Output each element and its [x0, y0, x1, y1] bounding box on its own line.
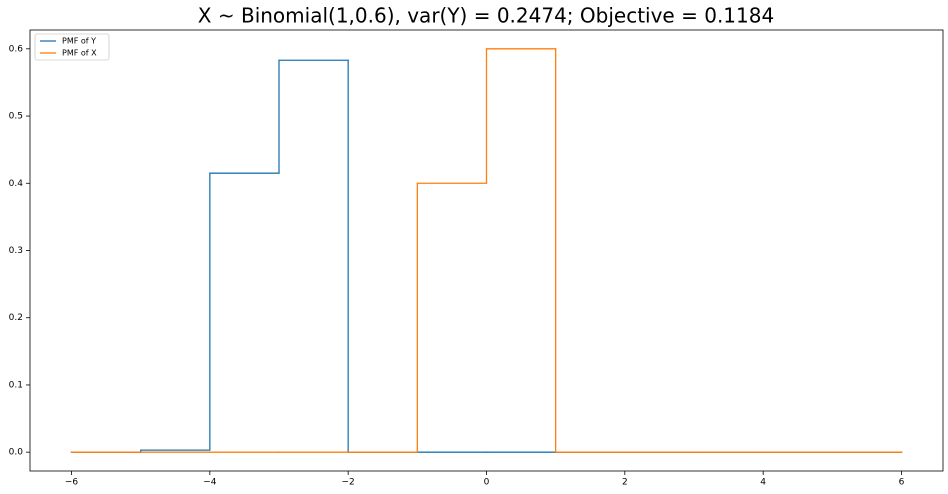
- x-tick-label: −2: [342, 478, 355, 488]
- x-tick-label: −6: [65, 478, 79, 488]
- x-tick-label: 6: [899, 478, 905, 488]
- y-tick-label: 0.4: [9, 179, 24, 189]
- y-tick-label: 0.2: [9, 313, 23, 323]
- y-tick-label: 0.5: [9, 112, 23, 122]
- x-tick-label: 2: [622, 478, 628, 488]
- chart-title: X ~ Binomial(1,0.6), var(Y) = 0.2474; Ob…: [198, 4, 774, 28]
- y-tick-label: 0.3: [9, 246, 23, 256]
- legend-label: PMF of X: [62, 49, 97, 58]
- x-tick-label: 4: [760, 478, 766, 488]
- y-tick-label: 0.0: [9, 448, 24, 458]
- legend-label: PMF of Y: [62, 37, 96, 46]
- y-tick-label: 0.6: [9, 44, 24, 54]
- y-tick-label: 0.1: [9, 380, 23, 390]
- x-tick-label: 0: [484, 478, 490, 488]
- x-tick-label: −4: [203, 478, 217, 488]
